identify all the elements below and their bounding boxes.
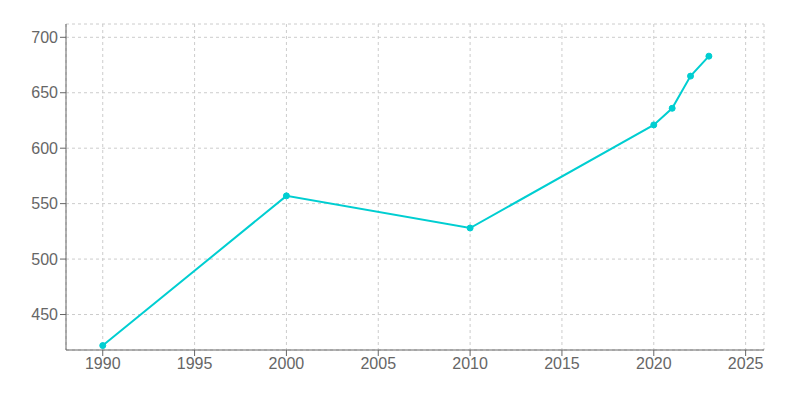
svg-text:2025: 2025 [728, 355, 764, 372]
svg-text:2020: 2020 [636, 355, 672, 372]
svg-text:650: 650 [31, 84, 58, 101]
svg-text:700: 700 [31, 29, 58, 46]
svg-text:1995: 1995 [177, 355, 213, 372]
svg-text:500: 500 [31, 251, 58, 268]
svg-text:600: 600 [31, 140, 58, 157]
svg-text:1990: 1990 [85, 355, 121, 372]
svg-text:450: 450 [31, 306, 58, 323]
svg-text:550: 550 [31, 195, 58, 212]
svg-text:2000: 2000 [269, 355, 305, 372]
svg-text:2015: 2015 [544, 355, 580, 372]
svg-text:2005: 2005 [360, 355, 396, 372]
svg-text:2010: 2010 [452, 355, 488, 372]
